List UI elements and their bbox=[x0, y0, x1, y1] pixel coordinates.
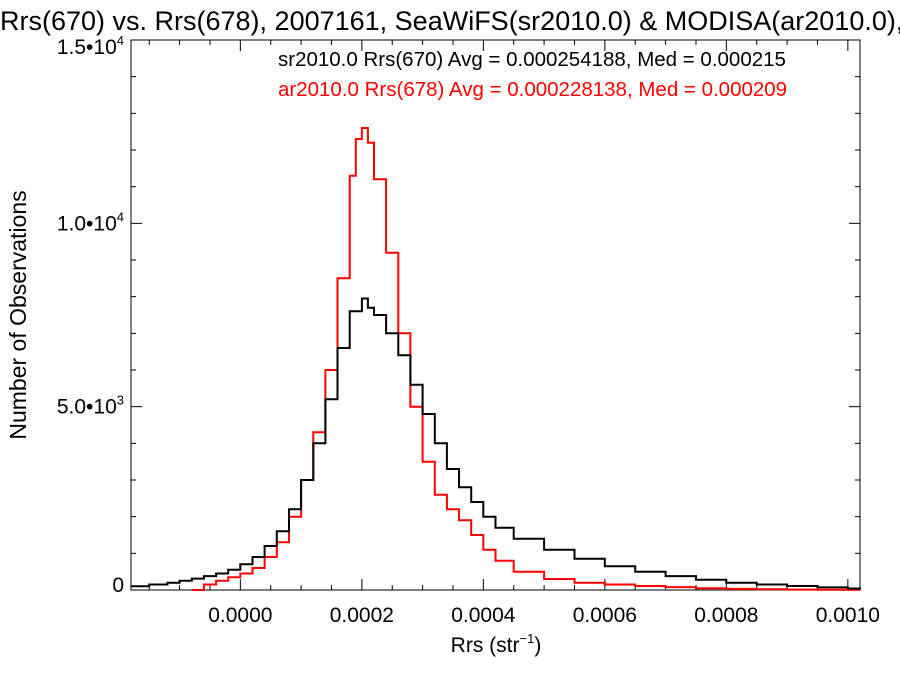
x-axis-label: Rrs (str−1) bbox=[451, 631, 542, 657]
x-tick-labels: 0.0000 0.0002 0.0004 0.0006 0.0008 0.0010 bbox=[208, 604, 880, 627]
legend-entry-2: ar2010.0 Rrs(678) Avg = 0.000228138, Med… bbox=[278, 78, 787, 101]
y-axis-label: Number of Observations bbox=[5, 190, 31, 439]
plot-border bbox=[130, 39, 861, 591]
x-tick-label: 0.0008 bbox=[694, 604, 758, 627]
y-tick-label: 1.5•104 bbox=[57, 33, 124, 59]
y-tick-label: 5.0•103 bbox=[57, 393, 124, 419]
x-axis-label-close: ) bbox=[534, 634, 541, 657]
series-line-2 bbox=[191, 127, 860, 591]
y-tick-label: 1.0•104 bbox=[57, 209, 124, 235]
legend-entry-1: sr2010.0 Rrs(670) Avg = 0.000254188, Med… bbox=[278, 48, 786, 71]
y-tick-label: 0 bbox=[112, 574, 124, 597]
x-tick-label: 0.0010 bbox=[816, 604, 880, 627]
plot-frame bbox=[130, 39, 861, 591]
y-tick-labels: 0 5.0•103 1.0•104 1.5•104 bbox=[57, 33, 124, 597]
series-layer bbox=[131, 127, 861, 591]
x-tick-label: 0.0004 bbox=[451, 604, 516, 627]
series-line-1 bbox=[131, 297, 861, 590]
x-axis-label-sup: −1 bbox=[520, 631, 535, 646]
chart-title: Rrs(670) vs. Rrs(678), 2007161, SeaWiFS(… bbox=[0, 6, 900, 36]
x-tick-label: 0.0000 bbox=[208, 604, 272, 627]
x-axis-label-main: Rrs (str bbox=[451, 634, 520, 657]
axis-ticks bbox=[131, 39, 860, 591]
x-tick-label: 0.0006 bbox=[573, 604, 637, 627]
x-tick-label: 0.0002 bbox=[330, 604, 394, 627]
